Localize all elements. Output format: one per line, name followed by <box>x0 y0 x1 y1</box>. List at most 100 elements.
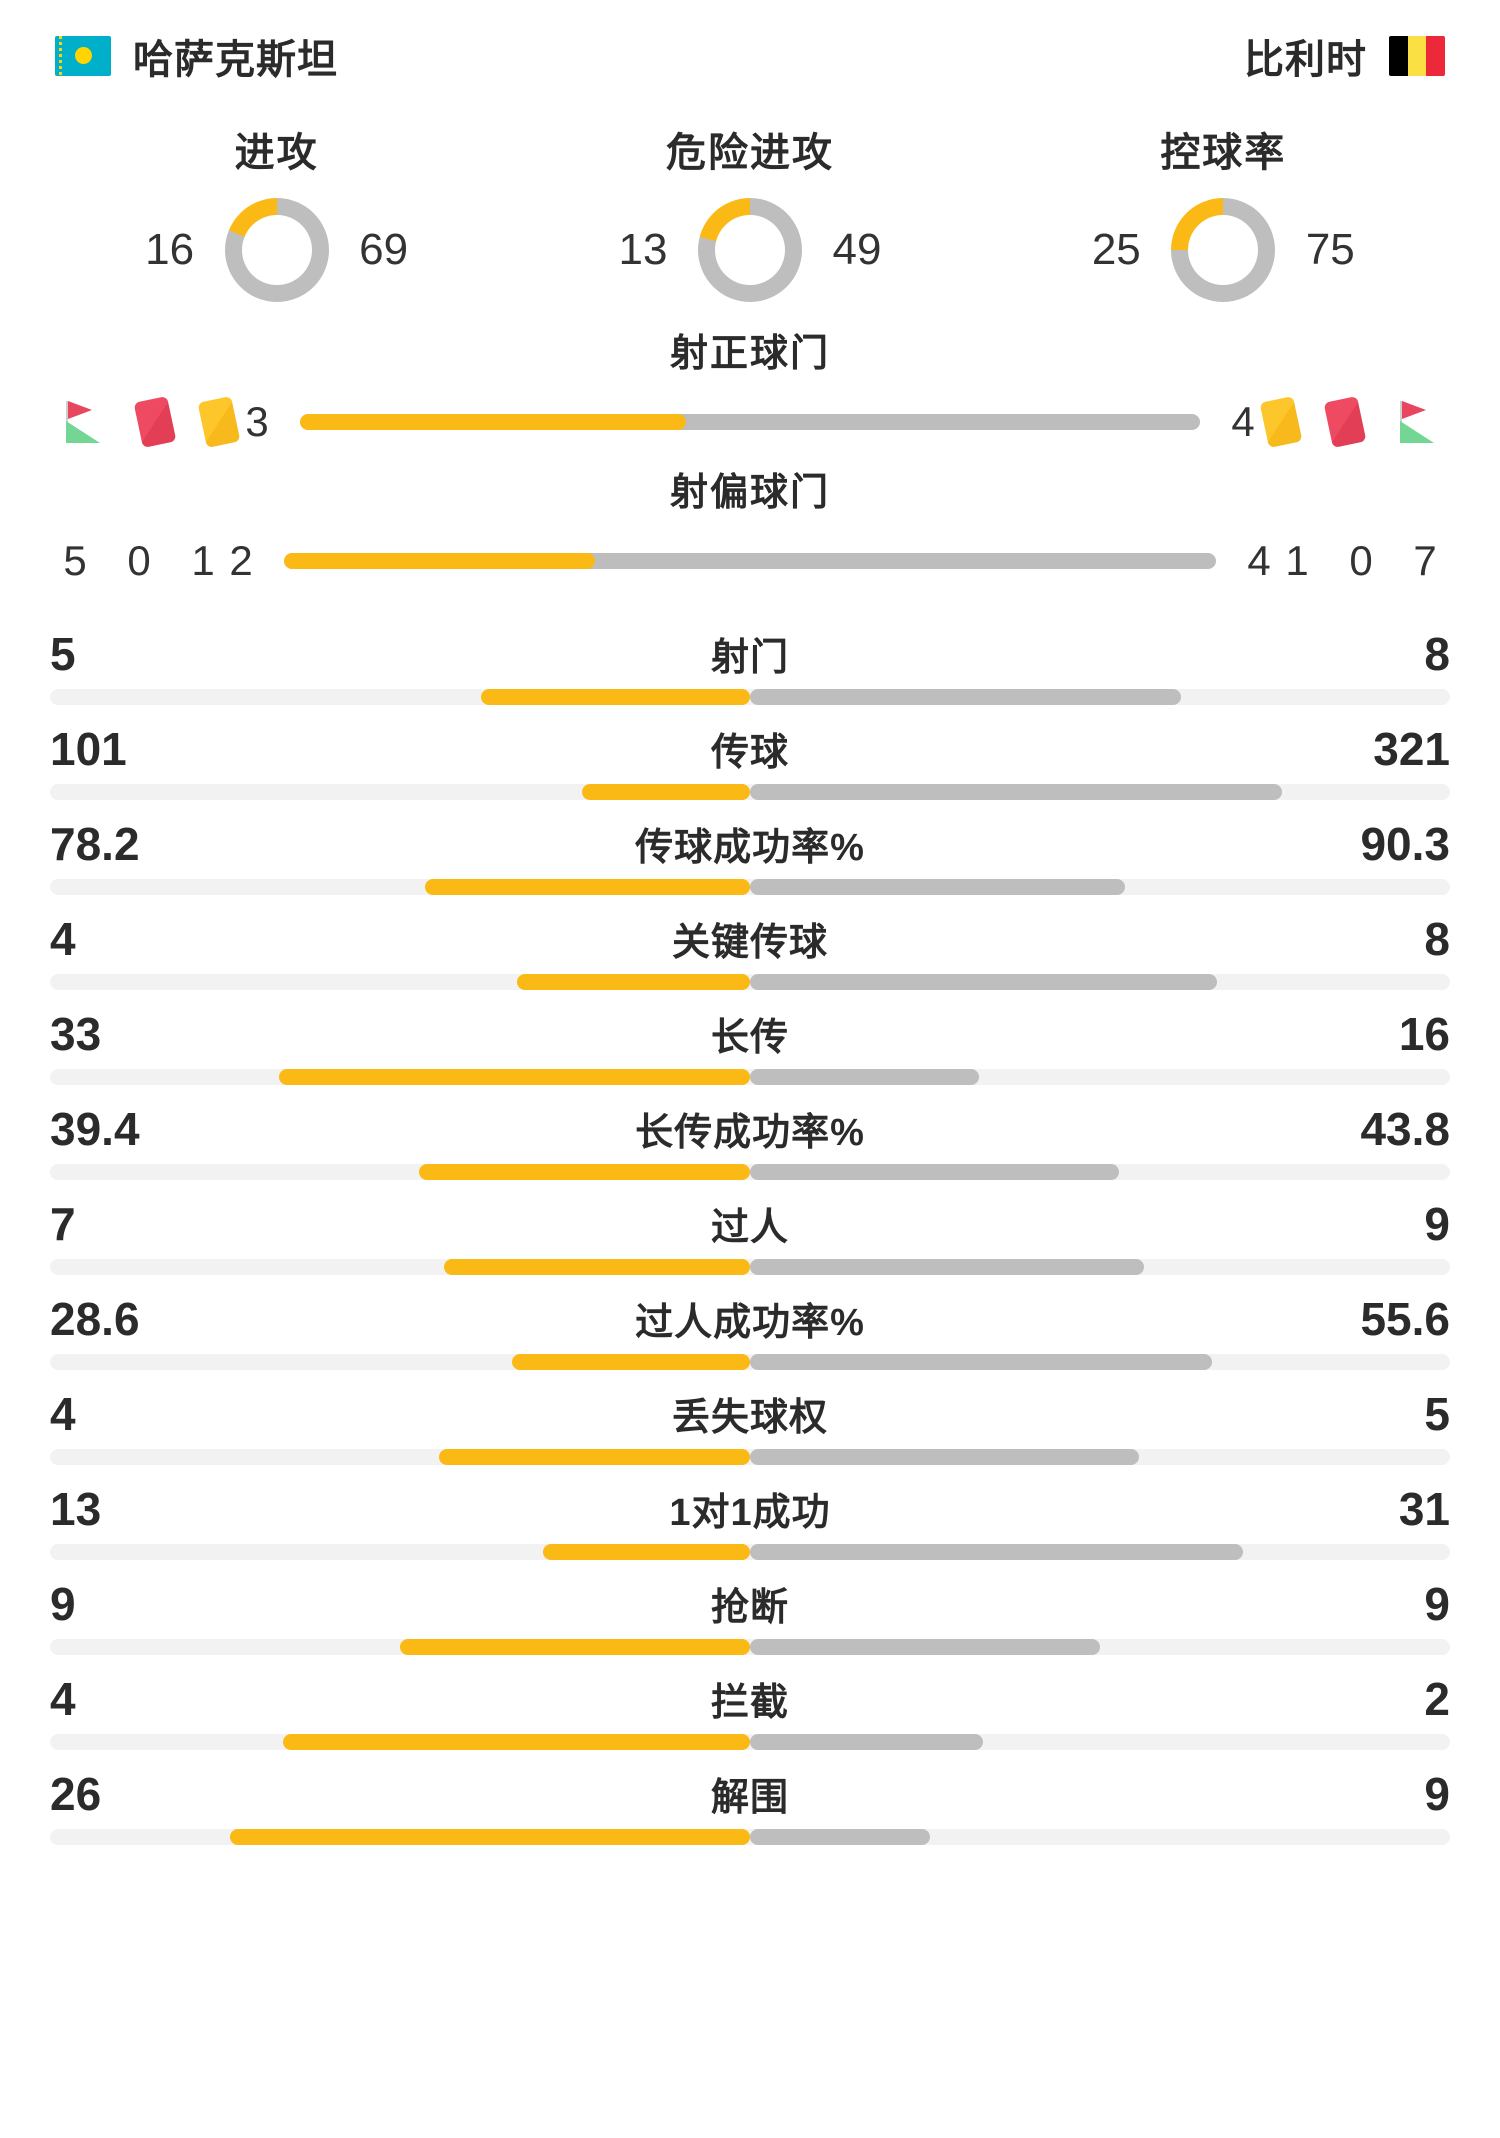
shots-off-target-home: 2 <box>229 537 253 584</box>
stat-head: 4 关键传球 8 <box>50 911 1450 966</box>
home-red-card-count: 0 <box>127 537 151 584</box>
stat-bar-away-segment <box>750 1449 1139 1465</box>
stat-bar-home-segment <box>480 689 750 705</box>
shots-off-target-bar-fill <box>284 553 595 569</box>
shots-on-target-away: 4 <box>1231 398 1255 445</box>
stat-away-value: 8 <box>1424 628 1450 680</box>
away-team-name: 比利时 <box>1244 38 1367 82</box>
stat-away-value: 9 <box>1424 1768 1450 1820</box>
stat-row: 9 抢断 9 <box>50 1560 1450 1655</box>
stat-row: 7 过人 9 <box>50 1180 1450 1275</box>
stat-bar-home-segment <box>425 879 750 895</box>
stat-away-value: 9 <box>1424 1578 1450 1630</box>
home-icon-group <box>40 395 241 449</box>
stat-bar <box>50 1639 1450 1655</box>
stat-bar <box>50 689 1450 705</box>
stat-away-value: 321 <box>1373 723 1450 775</box>
stat-home-value: 4 <box>50 1388 76 1440</box>
donut-away-value: 75 <box>1305 225 1355 274</box>
stat-label: 拦截 <box>710 1682 789 1724</box>
stat-bar-home-segment <box>582 784 750 800</box>
stat-head: 101 传球 321 <box>50 721 1450 776</box>
away-team: 比利时 <box>1244 27 1445 85</box>
stat-bar-home-segment <box>230 1829 750 1845</box>
stat-away-value: 55.6 <box>1360 1293 1450 1345</box>
stat-home-value: 28.6 <box>50 1293 140 1345</box>
stat-bar-home-segment <box>283 1734 750 1750</box>
stat-head: 13 1对1成功 31 <box>50 1481 1450 1536</box>
donut-cell: 控球率 25 75 <box>987 120 1460 302</box>
donut-chart <box>697 198 802 302</box>
stat-label: 过人成功率% <box>635 1302 865 1344</box>
stat-bar-home-segment <box>512 1354 750 1370</box>
stat-home-value: 5 <box>50 628 76 680</box>
shots-off-target-label: 射偏球门 <box>669 472 830 514</box>
stat-bar <box>50 879 1450 895</box>
away-red-card-count: 0 <box>1349 537 1373 584</box>
stat-head: 78.2 传球成功率% 90.3 <box>50 816 1450 871</box>
donut-cell: 进攻 16 69 <box>40 120 513 302</box>
stat-home-value: 13 <box>50 1483 102 1535</box>
donut-wrap: 25 75 <box>1085 198 1361 302</box>
stat-row: 13 1对1成功 31 <box>50 1465 1450 1560</box>
stat-row: 5 射门 8 <box>50 610 1450 705</box>
stat-bar-away-segment <box>750 1544 1244 1560</box>
donut-cell: 危险进攻 13 49 <box>513 120 986 302</box>
stat-head: 26 解围 9 <box>50 1766 1450 1821</box>
stat-home-value: 39.4 <box>50 1103 140 1155</box>
stat-label: 关键传球 <box>671 922 828 964</box>
stat-bar-away-segment <box>750 974 1217 990</box>
stat-bar-home-segment <box>443 1259 750 1275</box>
stat-bar <box>50 1829 1450 1845</box>
stat-home-value: 33 <box>50 1008 102 1060</box>
stat-bar-away-segment <box>750 1069 979 1085</box>
stat-bar-away-segment <box>750 1829 930 1845</box>
stat-row: 4 丢失球权 5 <box>50 1370 1450 1465</box>
stat-head: 39.4 长传成功率% 43.8 <box>50 1101 1450 1156</box>
stat-row: 101 传球 321 <box>50 705 1450 800</box>
stat-bar-away-segment <box>750 1164 1119 1180</box>
stat-bar-away-segment <box>750 1734 984 1750</box>
donut-home-value: 16 <box>145 225 195 274</box>
stat-head: 9 抢断 9 <box>50 1576 1450 1631</box>
shots-on-target-bar-fill <box>300 414 686 430</box>
stat-head: 7 过人 9 <box>50 1196 1450 1251</box>
stat-bar-away-segment <box>750 1259 1144 1275</box>
stat-label: 1对1成功 <box>669 1492 831 1534</box>
donut-title: 控球率 <box>1160 131 1287 175</box>
donut-title: 危险进攻 <box>665 131 834 175</box>
stat-home-value: 7 <box>50 1198 76 1250</box>
stat-label: 长传 <box>710 1017 789 1059</box>
shots-off-target-away: 4 <box>1247 537 1271 584</box>
shots-off-target-row: 5 0 1 2 4 1 0 7 <box>40 522 1460 600</box>
stat-bar-away-segment <box>750 1354 1213 1370</box>
home-team: 哈萨克斯坦 <box>55 27 338 85</box>
stat-bar-away-segment <box>750 879 1126 895</box>
stat-away-value: 90.3 <box>1360 818 1450 870</box>
stat-bar-home-segment <box>278 1069 750 1085</box>
donut-home-value: 25 <box>1091 225 1141 274</box>
away-icon-group <box>1259 395 1460 449</box>
stat-away-value: 2 <box>1424 1673 1450 1725</box>
stat-bar-home-segment <box>438 1449 750 1465</box>
stat-away-value: 43.8 <box>1360 1103 1450 1155</box>
away-yellow-card-count: 1 <box>1285 537 1309 584</box>
stat-row: 26 解围 9 <box>50 1750 1450 1845</box>
red-card-icon <box>133 395 177 449</box>
belgium-flag-icon <box>1389 36 1445 76</box>
donut-away-value: 69 <box>359 225 409 274</box>
stat-head: 4 丢失球权 5 <box>50 1386 1450 1441</box>
stat-bar-home-segment <box>418 1164 750 1180</box>
yellow-card-icon <box>1259 395 1303 449</box>
red-card-icon <box>1323 395 1367 449</box>
donut-chart <box>224 198 329 302</box>
stat-label: 丢失球权 <box>671 1397 828 1439</box>
stat-row: 78.2 传球成功率% 90.3 <box>50 800 1450 895</box>
stat-bar <box>50 784 1450 800</box>
stat-home-value: 78.2 <box>50 818 140 870</box>
stat-bar-away-segment <box>750 1639 1100 1655</box>
stat-away-value: 9 <box>1424 1198 1450 1250</box>
stat-row: 4 拦截 2 <box>50 1655 1450 1750</box>
stat-away-value: 8 <box>1424 913 1450 965</box>
stat-home-value: 4 <box>50 913 76 965</box>
